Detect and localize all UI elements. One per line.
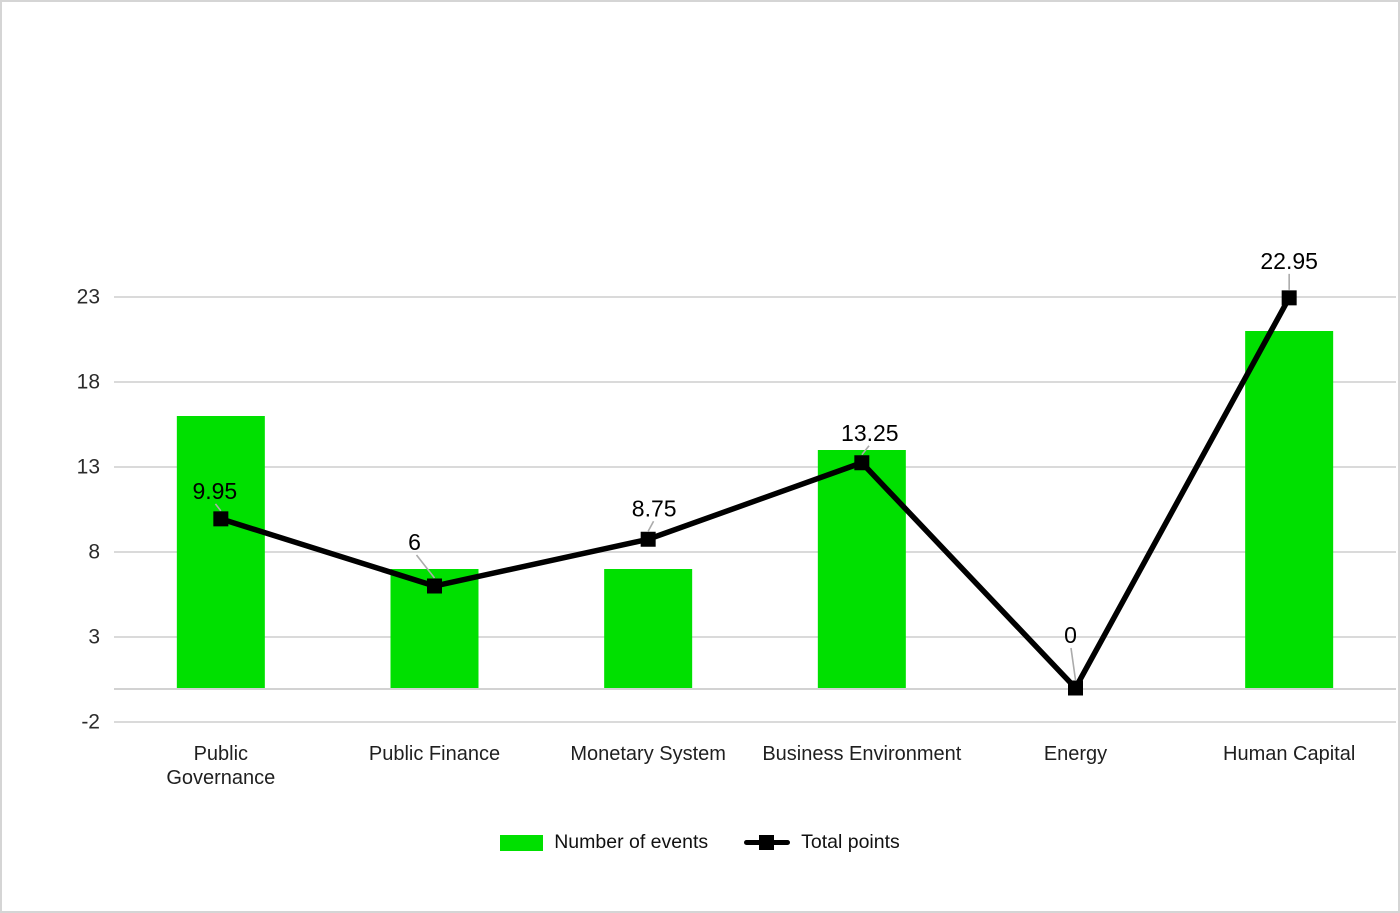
data-label-leader-line [647, 520, 655, 532]
data-label-leader-line [214, 503, 222, 512]
bar-public-governance [176, 416, 265, 688]
data-label-public-finance: 6 [408, 529, 421, 555]
line-marker-human-capital [1281, 290, 1297, 306]
legend-item-total-points: Total points [744, 831, 900, 854]
data-label-energy: 0 [1064, 622, 1077, 648]
legend-bar-swatch [500, 834, 544, 851]
legend-label-number-of-events: Number of events [554, 831, 709, 853]
y-tick-label--2: -2 [81, 711, 100, 734]
category-label-energy: Energy [1043, 743, 1108, 765]
bar-monetary-system [604, 569, 693, 688]
y-tick-label-23: 23 [77, 286, 100, 309]
legend-item-number-of-events: Number of events [500, 831, 708, 854]
data-label-leader-line [861, 445, 870, 456]
legend-label-total-points: Total points [801, 831, 900, 853]
total-points-line [220, 296, 1292, 693]
category-label-human-capital: Human Capital [1223, 743, 1356, 765]
y-tick-label-18: 18 [77, 371, 100, 394]
line-marker-public-finance [427, 578, 442, 594]
data-label-public-governance: 9.95 [192, 478, 237, 504]
data-label-monetary-system: 8.75 [632, 495, 677, 521]
category-label-monetary-system: Monetary System [570, 743, 726, 765]
y-tick-label-13: 13 [77, 456, 100, 479]
bar-human-capital [1245, 331, 1334, 688]
line-marker-monetary-system [640, 531, 656, 547]
legend-square-marker-icon [759, 835, 775, 850]
line-marker-business-environment [854, 455, 870, 471]
chart-legend: Number of events Total points [2, 831, 1398, 854]
category-label-business-environment: Business Environment [762, 743, 962, 765]
data-label-human-capital: 22.95 [1260, 248, 1318, 274]
legend-line-marker-swatch [744, 835, 791, 851]
bar-business-environment [817, 450, 906, 688]
line-marker-public-governance [213, 511, 229, 527]
category-label-public-finance: Public Finance [368, 743, 501, 765]
data-label-business-environment: 13.25 [841, 420, 899, 446]
y-tick-label-8: 8 [88, 541, 100, 564]
line-marker-energy [1068, 680, 1083, 696]
y-tick-label-3: 3 [88, 626, 100, 649]
category-label-public-governance: Public Governance [166, 743, 276, 789]
data-label-leader-line [1070, 647, 1077, 681]
data-label-leader-line [415, 554, 436, 579]
